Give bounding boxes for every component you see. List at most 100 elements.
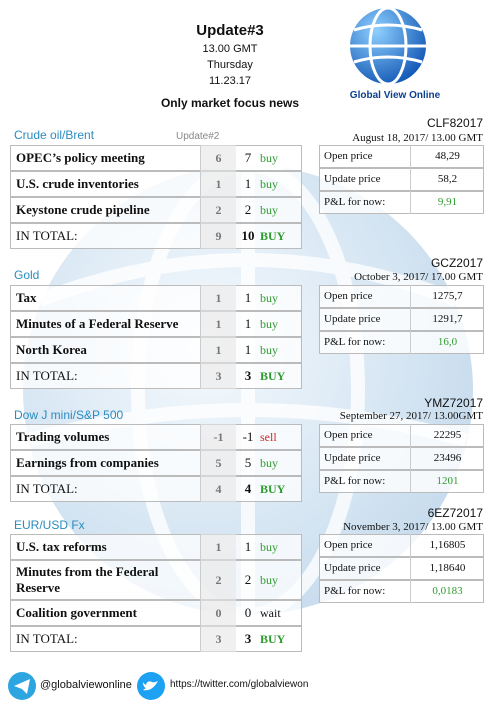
day: Thursday [207,59,253,71]
telegram-handle: @globalviewonline [40,679,132,691]
prev-value: 3 [200,363,236,389]
prev-value: 1 [200,534,236,560]
quote-value: 58,2 [410,168,484,191]
quote-value: 1,16805 [410,534,484,557]
current-value: 2 [244,202,252,217]
time: 13.00 GMT [202,43,258,55]
table-row [10,560,302,600]
current-value: -1 [242,429,254,444]
table-row [10,145,302,171]
quote-row [319,557,484,580]
prev-value: 6 [200,145,236,171]
section-heading: Dow J mini/S&P 500 [14,408,124,422]
signal: buy [260,539,278,554]
quote-label: Update price [324,452,381,464]
row-label: IN TOTAL: [16,368,78,383]
signal: buy [260,176,278,191]
table-row [10,534,302,560]
table-row [10,197,302,223]
quote-value: 22295 [410,424,484,447]
current-value: 1 [244,316,252,331]
subtitle: Only market focus news [160,96,300,110]
quote-date: October 3, 2017/ 17.00 GMT [354,271,483,283]
table-row [10,171,302,197]
quote-value: 0,0183 [410,580,484,603]
quote-value: 1291,7 [410,308,484,331]
row-label: Trading volumes [16,429,110,444]
current-value: 2 [244,572,252,587]
row-label: IN TOTAL: [16,631,78,646]
current-value: 7 [244,150,252,165]
row-label: Earnings from companies [16,455,159,470]
row-label: U.S. crude inventories [16,176,139,191]
current-value: 4 [244,481,252,496]
quote-row [319,168,484,191]
quote-value: 1275,7 [410,285,484,308]
logo-text: Global View Online [349,90,441,101]
quote-date: November 3, 2017/ 13.00 GMT [343,521,483,533]
current-value: 0 [244,605,252,620]
signal: buy [260,572,278,587]
quote-date: August 18, 2017/ 13.00 GMT [352,132,483,144]
current-value: 1 [244,290,252,305]
quote-label: Update price [324,313,381,325]
row-label: IN TOTAL: [16,481,78,496]
current-value: 1 [244,539,252,554]
quote-label: Update price [324,562,381,574]
current-value: 3 [244,368,252,383]
date: 11.23.17 [208,75,251,87]
note: Update#2 [176,131,220,142]
quote-value: 9,91 [410,191,484,214]
quote-row [319,145,484,168]
prev-value: 0 [200,600,236,626]
signal: buy [260,202,278,217]
quote-value: 23496 [410,447,484,470]
quote-label: P&L for now: [324,585,386,597]
prev-value: 4 [200,476,236,502]
section-heading: Crude oil/Brent [14,128,95,142]
quote-label: Open price [324,150,373,162]
quote-value: 1201 [410,470,484,493]
quote-row [319,191,484,214]
signal: wait [260,605,281,620]
quote-label: Open price [324,290,373,302]
signal: sell [260,429,277,444]
current-value: 1 [244,176,252,191]
row-label: OPEC’s policy meeting [16,150,145,165]
prev-value: -1 [200,424,236,450]
table-row [10,337,302,363]
quote-row [319,424,484,447]
prev-value: 1 [200,285,236,311]
total-row [10,626,302,652]
quote-date: September 27, 2017/ 13.00GMT [339,410,483,422]
current-value: 1 [244,342,252,357]
quote-label: P&L for now: [324,196,386,208]
signal: buy [260,316,278,331]
current-value: 5 [244,455,252,470]
quote-value: 1,18640 [410,557,484,580]
row-label: Minutes from the Federal Reserve [16,564,159,595]
quote-code: GCZ2017 [430,256,483,270]
row-label: Coalition government [16,605,137,620]
quote-row [319,470,484,493]
title: Update#3 [196,22,264,39]
section-heading: Gold [14,268,40,282]
table-row [10,450,302,476]
total-row [10,476,302,502]
table-row [10,285,302,311]
quote-label: P&L for now: [324,475,386,487]
signal: BUY [260,481,286,496]
total-row [10,363,302,389]
quote-code: YMZ72017 [424,396,483,410]
section-heading: EUR/USD Fx [14,518,85,532]
signal: BUY [260,228,286,243]
quote-label: Update price [324,173,381,185]
signal: BUY [260,368,286,383]
twitter-url: https://twitter.com/globalviewon [170,679,309,690]
quote-label: Open price [324,429,373,441]
row-label: Minutes of a Federal Reserve [16,316,179,331]
quote-value: 48,29 [410,145,484,168]
signal: BUY [260,631,286,646]
signal: buy [260,150,278,165]
quote-row [319,534,484,557]
